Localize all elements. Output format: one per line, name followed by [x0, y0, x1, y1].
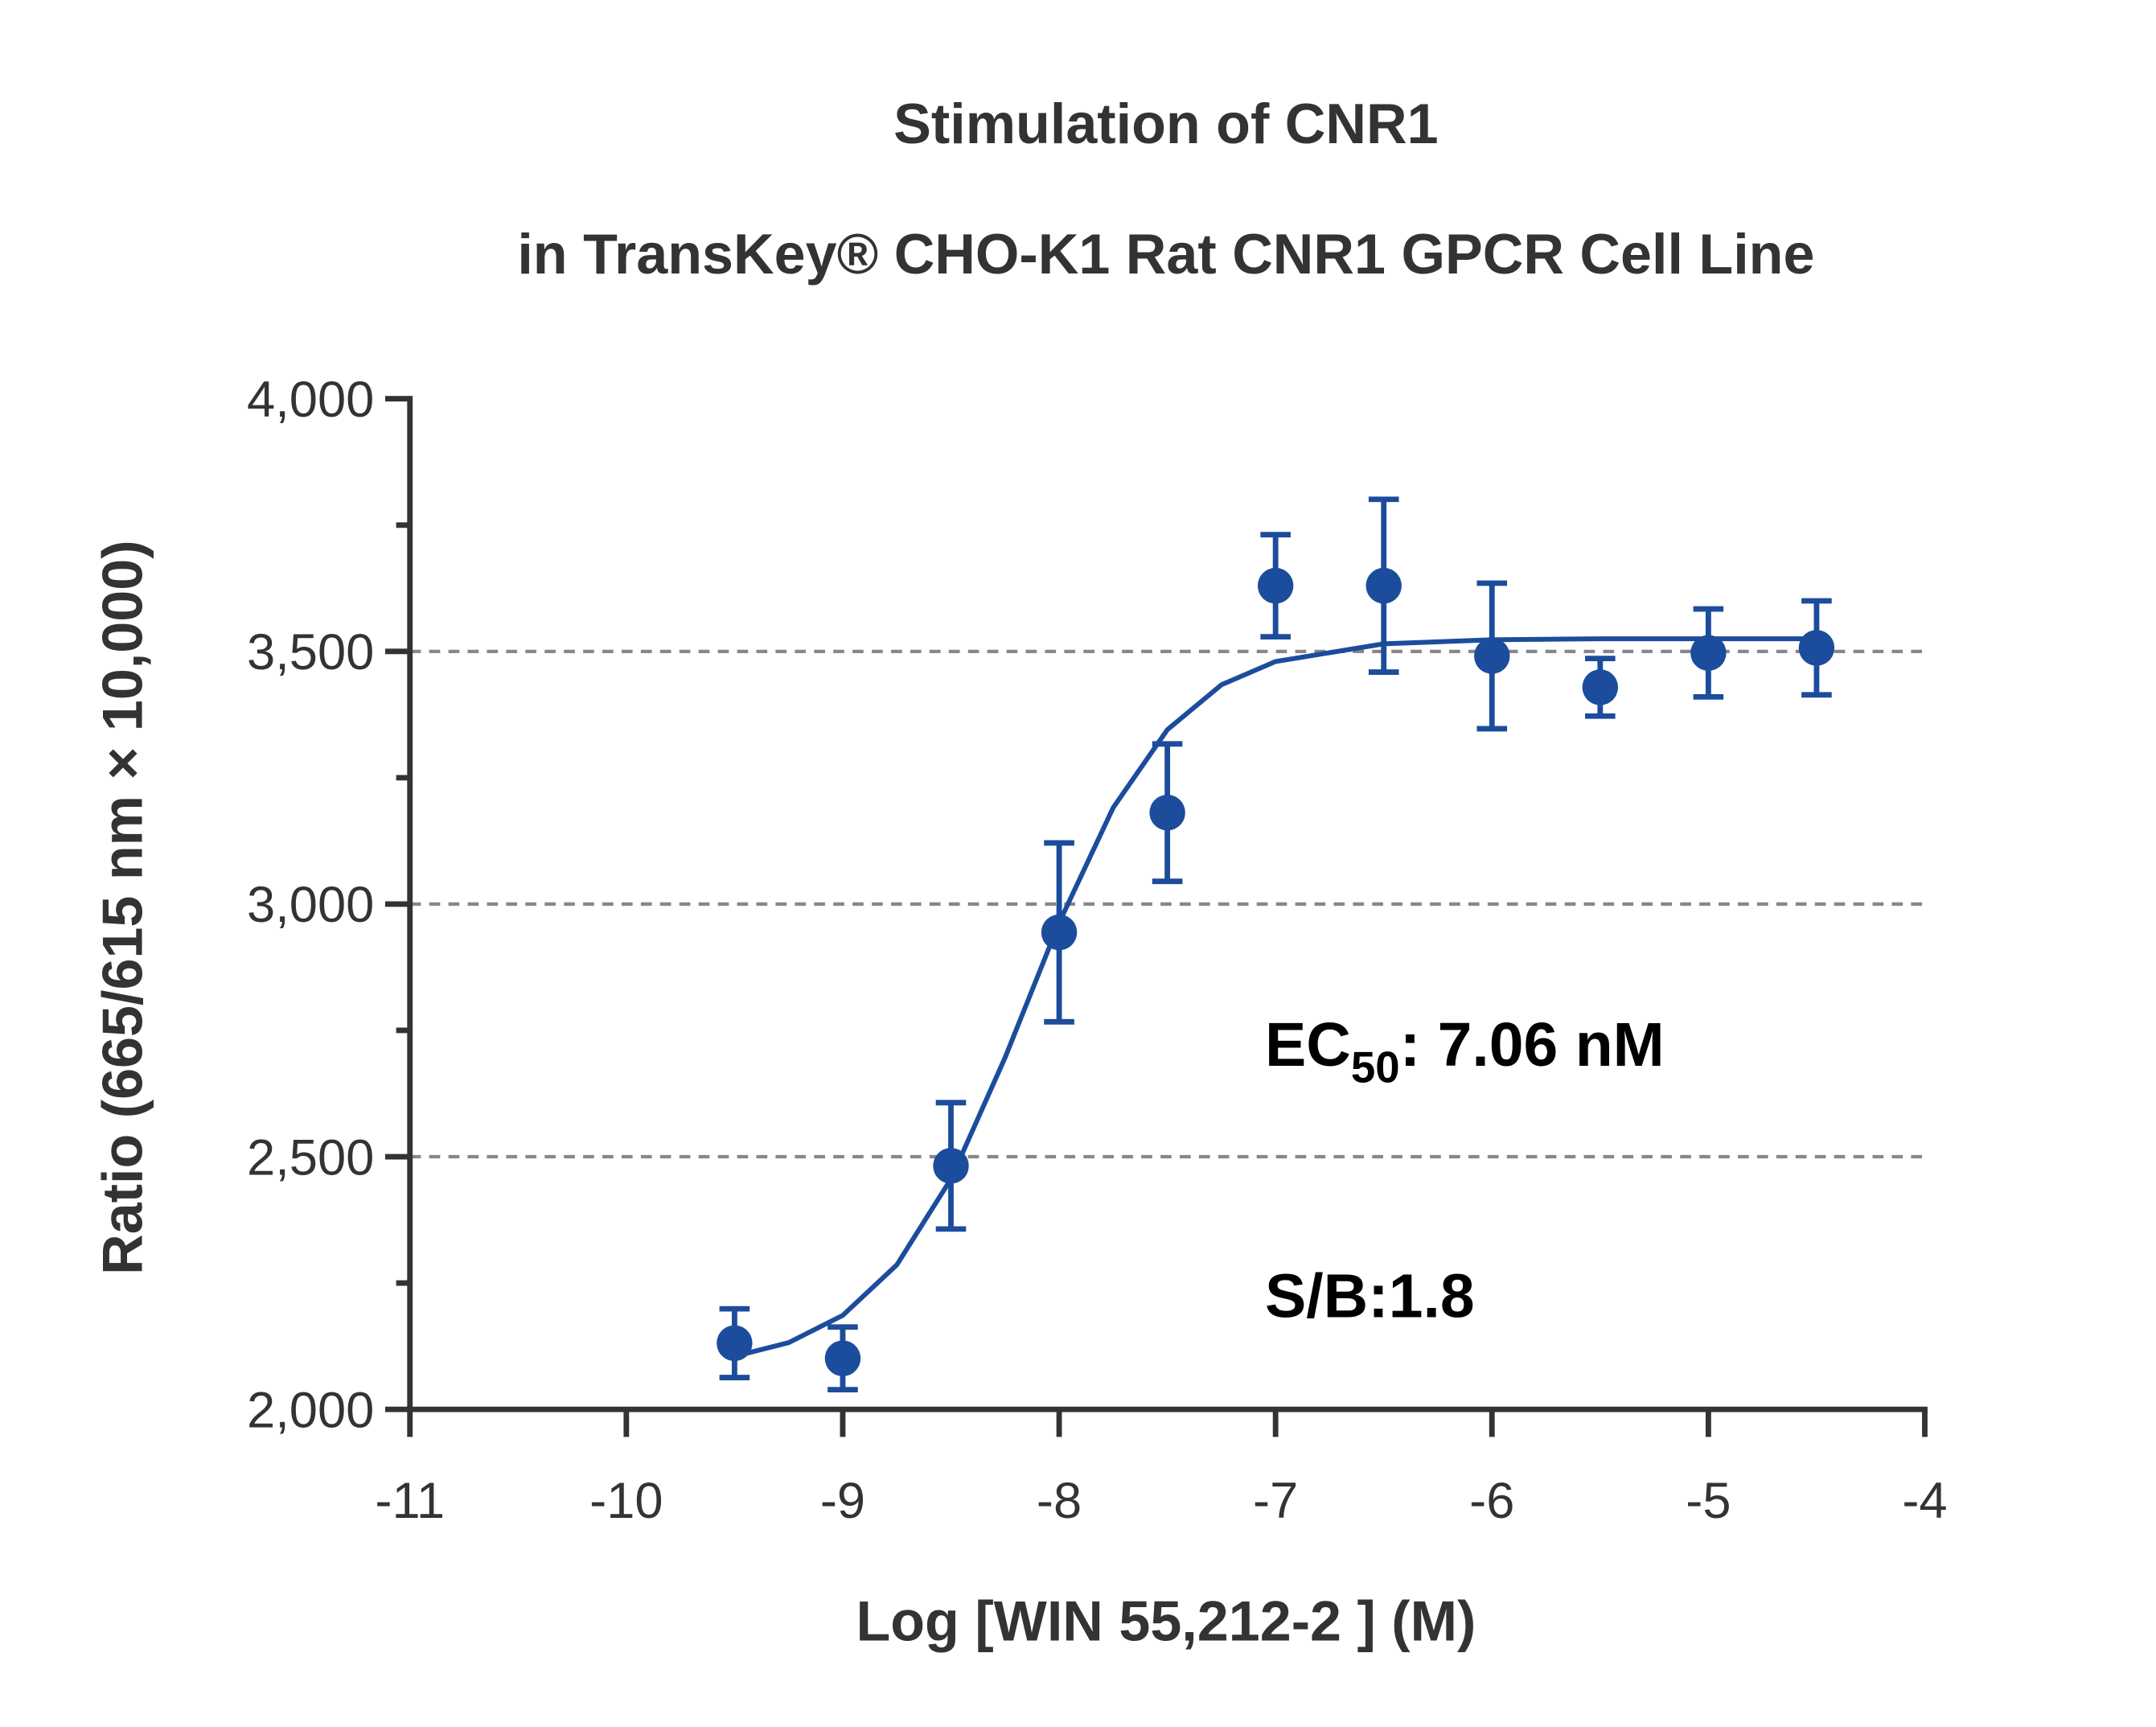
y-tick-label: 3,500	[247, 624, 374, 681]
x-tick-label: -10	[589, 1473, 663, 1529]
chart-title: Stimulation of CNR1	[893, 93, 1438, 155]
fit-curve	[733, 636, 1817, 1359]
y-axis-title: Ratio (665/615 nm × 10,000)	[91, 540, 154, 1274]
x-tick-label: -4	[1902, 1473, 1947, 1529]
annotation-text: : 7.06 nM	[1400, 1010, 1665, 1079]
x-tick-label: -11	[375, 1473, 445, 1529]
x-tick-label: -5	[1686, 1473, 1731, 1529]
data-point	[1582, 669, 1619, 705]
annotation-subscript: 50	[1351, 1042, 1400, 1092]
x-tick-label: -7	[1253, 1473, 1298, 1529]
chart-title: in TransKey® CHO-K1 Rat CNR1 GPCR Cell L…	[517, 223, 1814, 286]
annotation: S/B:1.8	[1265, 1262, 1475, 1331]
data-point	[1149, 795, 1185, 831]
x-axis-title: Log [WIN 55,212-2 ] (M)	[856, 1589, 1476, 1652]
annotation: EC50: 7.06 nM	[1265, 1010, 1665, 1092]
y-tick-label: 3,000	[247, 877, 374, 933]
data-point	[824, 1340, 861, 1376]
annotation-text: EC	[1265, 1010, 1351, 1079]
data-point	[1798, 630, 1835, 666]
y-tick-label: 4,000	[247, 372, 374, 428]
x-tick-label: -6	[1469, 1473, 1514, 1529]
data-point	[1690, 635, 1727, 671]
x-tick-label: -9	[820, 1473, 865, 1529]
x-tick-label: -8	[1037, 1473, 1082, 1529]
y-tick-label: 2,500	[247, 1129, 374, 1186]
y-tick-label: 2,000	[247, 1382, 374, 1438]
data-point	[1474, 638, 1510, 674]
data-point	[1257, 567, 1294, 604]
data-point	[1365, 567, 1402, 604]
